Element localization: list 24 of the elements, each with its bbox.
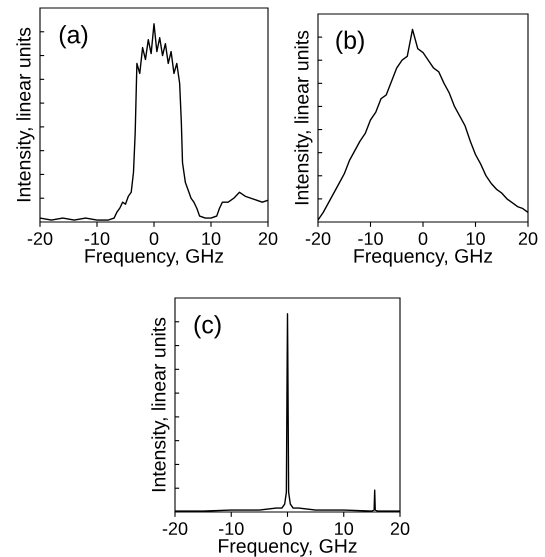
x-axis-title: Frequency, GHz (219, 539, 357, 557)
x-tick-label: 20 (258, 232, 278, 245)
x-tick-label: 20 (518, 232, 538, 245)
y-axis-title: Intensity, linear units (16, 28, 34, 202)
x-tick-label: -20 (306, 232, 330, 245)
chart-title: (a) (60, 25, 88, 48)
y-axis-title: Intensity, linear units (294, 30, 312, 204)
x-tick-label: 20 (390, 522, 410, 535)
y-axis-title: Intensity, linear units (151, 318, 170, 492)
chart-title: (c) (194, 315, 221, 338)
x-tick-label: -10 (84, 232, 110, 245)
x-tick-label: -10 (219, 522, 244, 535)
x-tick-label: 10 (466, 232, 485, 245)
x-tick-label: 10 (335, 522, 354, 535)
x-tick-label: 0 (150, 232, 158, 245)
x-tick-label: -10 (358, 232, 383, 245)
x-tick-label: 0 (418, 232, 428, 245)
x-axis-title: Frequency, GHz (86, 249, 224, 267)
x-tick-label: -20 (28, 232, 52, 245)
x-tick-label: 0 (283, 522, 292, 535)
x-tick-label: -20 (162, 522, 188, 535)
chart-title: (b) (336, 30, 364, 54)
x-tick-label: 10 (202, 232, 220, 245)
x-axis-title: Frequency, GHz (354, 249, 492, 267)
